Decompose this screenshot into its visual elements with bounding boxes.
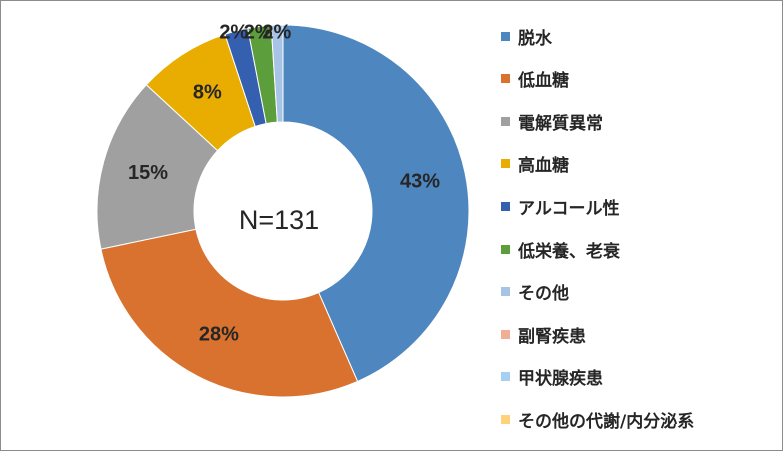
legend-item-3: 高血糖 <box>501 149 569 179</box>
donut-slice-6 <box>270 24 284 123</box>
legend-label: 高血糖 <box>518 156 569 177</box>
legend-label: 電解質異常 <box>518 113 603 134</box>
center-label: N=131 <box>239 205 319 235</box>
legend-swatch <box>501 372 510 382</box>
legend-item-9: その他の代謝/内分泌系 <box>501 404 694 434</box>
legend-item-7: 副腎疾患 <box>501 319 586 349</box>
donut-slice-0 <box>282 24 470 383</box>
legend-label: 副腎疾患 <box>518 326 586 347</box>
data-label-0: 43% <box>400 171 440 193</box>
legend-swatch <box>501 287 510 297</box>
legend-label: 甲状腺疾患 <box>518 369 603 390</box>
legend-swatch <box>501 414 510 424</box>
donut-chart: 43%28%15%8%2%2%2% N=131 <box>96 21 470 398</box>
legend-label: 低血糖 <box>518 71 569 92</box>
legend-label: その他 <box>518 284 569 305</box>
data-label-4: 2% <box>219 21 248 43</box>
data-label-5: 2% <box>244 21 273 43</box>
legend-label: その他の代謝/内分泌系 <box>518 411 695 432</box>
legend-item-8: 甲状腺疾患 <box>501 362 603 392</box>
legend-label: 脱水 <box>518 28 552 49</box>
legend-item-5: 低栄養、老衰 <box>501 234 620 264</box>
legend-item-0: 脱水 <box>501 21 552 51</box>
legend-swatch <box>501 329 510 339</box>
legend-item-6: その他 <box>501 277 569 307</box>
data-label-1: 28% <box>199 324 239 346</box>
legend-swatch <box>501 116 510 126</box>
legend-item-4: アルコール性 <box>501 191 620 221</box>
legend-swatch <box>501 74 510 84</box>
data-label-3: 8% <box>193 82 222 104</box>
legend-swatch <box>501 159 510 169</box>
donut-slice-1 <box>100 228 359 398</box>
legend-swatch <box>501 244 510 254</box>
legend-label: 低栄養、老衰 <box>518 241 620 262</box>
data-label-6: 2% <box>262 21 291 43</box>
legend-item-1: 低血糖 <box>501 64 569 94</box>
legend-label: アルコール性 <box>518 198 620 219</box>
legend-swatch <box>501 31 510 41</box>
donut-slice-2 <box>96 84 219 250</box>
legend-swatch <box>501 201 510 211</box>
data-label-2: 15% <box>128 162 168 184</box>
legend-item-2: 電解質異常 <box>501 106 603 136</box>
